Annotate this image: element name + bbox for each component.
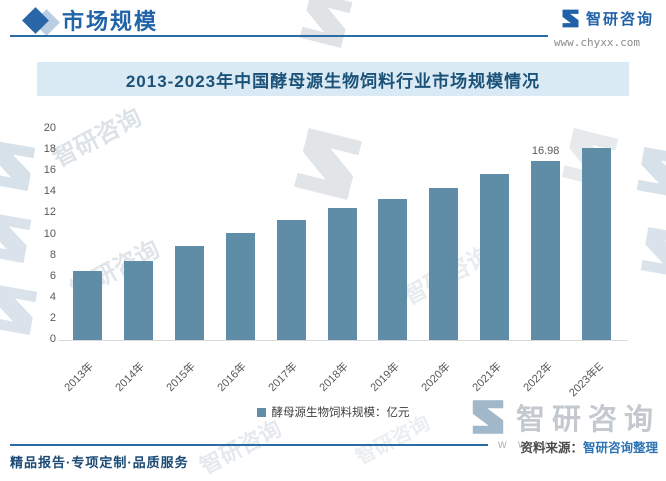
bar-2019年 [378,198,408,340]
brand-watermark-text: 智研咨询 [515,404,660,436]
brand-watermark-icon [634,222,666,282]
y-tick-label: 10 [43,227,56,240]
header-divider [10,35,548,37]
brand-logo: 智研咨询 [560,8,654,29]
source-note: 资料来源：智研咨询整理 [520,437,658,456]
bar-2014年 [123,260,153,340]
y-tick-label: 0 [49,333,56,345]
y-tick-label: 12 [43,206,56,219]
y-tick-label: 2 [49,311,56,324]
bar-2021年 [480,174,510,340]
section-title: 市场规模 [62,9,159,34]
legend-swatch [256,407,266,417]
bar-2023年E [582,148,612,340]
bar-value-label: 16.98 [531,144,560,157]
x-axis-line [58,340,628,341]
x-axis: 2013年 2014年 2015年 2016年 2017年 2018年 2019年 2020年… [62,344,622,406]
y-tick-label: 4 [49,290,56,303]
y-axis: 0 2 4 6 8 10 12 14 16 18 20 [0,122,56,345]
brand-watermark-text: 智研咨询 [195,415,286,480]
brand-logo-name: 智研咨询 [585,11,654,28]
y-tick-label: 18 [43,143,56,156]
bar-2013年 [72,271,102,340]
legend-label: 酵母源生物饲料规模：亿元 [271,407,410,419]
bottom-brand-watermark: 智研咨询 [468,396,660,438]
chart-title: 2013-2023年中国酵母源生物饲料行业市场规模情况 [37,62,629,96]
brand-watermark-icon [292,0,360,54]
brand-logo-icon [560,8,581,29]
bar-2017年 [276,219,306,340]
www-watermark-fragment: w w w [498,437,551,451]
bar-2015年 [174,246,204,340]
bar-2016年 [225,233,255,340]
bar-2022年 [531,160,561,340]
bar-2018年 [327,208,357,340]
footer-divider [10,444,488,446]
section-diamond-icon [22,7,60,36]
footer-tagline: 精品报告·专项定制·品质服务 [10,455,189,470]
source-value: 智研咨询整理 [582,441,658,455]
y-tick-label: 14 [43,185,56,198]
y-tick-label: 20 [43,122,56,134]
brand-url: www.chyxx.com [553,36,640,49]
y-tick-label: 8 [49,248,56,261]
plot-area: 16.98 [62,129,622,340]
brand-watermark-icon [630,142,666,202]
source-label: 资料来源： [520,441,583,455]
y-tick-label: 6 [49,269,56,282]
chart-legend: 酵母源生物饲料规模：亿元 [37,404,629,420]
y-tick-label: 16 [43,164,56,177]
bar-2020年 [429,188,459,340]
